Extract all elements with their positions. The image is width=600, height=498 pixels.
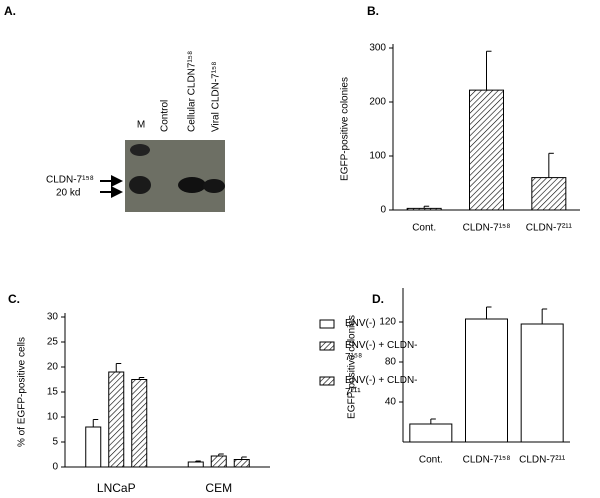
bar bbox=[409, 423, 453, 443]
x-tick-label: CLDN-7²¹¹ bbox=[519, 455, 566, 466]
panel-label: D. bbox=[372, 292, 384, 306]
y-tick-label: 5 bbox=[52, 437, 58, 448]
panel-label: B. bbox=[367, 4, 379, 18]
bar bbox=[469, 89, 504, 211]
legend-entry: ENV(-) + CLDN-7²¹¹ bbox=[345, 375, 418, 398]
bar bbox=[85, 426, 102, 468]
y-tick-label: 120 bbox=[379, 317, 396, 328]
bar bbox=[465, 318, 508, 443]
legend-swatch bbox=[319, 341, 335, 351]
x-tick-label: LNCaP bbox=[97, 481, 136, 495]
lane-label: Control bbox=[160, 100, 171, 132]
x-tick-label: CLDN-7¹⁵⁸ bbox=[463, 223, 511, 234]
x-tick-label: CLDN-7¹⁵⁸ bbox=[463, 455, 511, 466]
panel-label: A. bbox=[4, 4, 16, 18]
panel-label: C. bbox=[8, 292, 20, 306]
x-tick-label: CEM bbox=[205, 481, 232, 495]
bar bbox=[233, 459, 250, 468]
bar bbox=[210, 455, 227, 468]
y-tick-label: 80 bbox=[385, 357, 397, 368]
blot-band bbox=[129, 176, 151, 194]
bar bbox=[131, 379, 148, 468]
legend-entry: ENV(-) + CLDN-7¹⁵⁸ bbox=[345, 340, 418, 363]
y-tick-label: 0 bbox=[380, 205, 386, 216]
x-tick-label: Cont. bbox=[419, 455, 443, 466]
bar bbox=[520, 323, 564, 443]
blot-band bbox=[178, 177, 206, 193]
y-tick-label: 200 bbox=[369, 97, 386, 108]
y-tick-label: 0 bbox=[52, 462, 58, 473]
bar bbox=[406, 207, 442, 211]
lane-label: M bbox=[137, 120, 145, 131]
x-tick-label: Cont. bbox=[412, 223, 436, 234]
y-tick-label: 25 bbox=[47, 337, 59, 348]
y-tick-label: 300 bbox=[369, 43, 386, 54]
y-axis-label: % of EGFP-positive cells bbox=[17, 337, 28, 447]
y-tick-label: 15 bbox=[47, 387, 59, 398]
blot-band bbox=[203, 179, 225, 193]
legend-swatch bbox=[319, 376, 335, 386]
legend-entry: ENV(-) bbox=[345, 318, 376, 329]
y-tick-label: 10 bbox=[47, 412, 59, 423]
legend-swatch bbox=[319, 319, 335, 329]
y-tick-label: 20 bbox=[47, 362, 59, 373]
lane-label: Viral CLDN-7¹⁵⁸ bbox=[211, 62, 222, 132]
x-tick-label: CLDN-7²¹¹ bbox=[526, 223, 573, 234]
blot-band bbox=[130, 144, 150, 156]
bar bbox=[108, 371, 125, 468]
y-tick-label: 40 bbox=[385, 397, 397, 408]
y-tick-label: 100 bbox=[369, 151, 386, 162]
bar bbox=[187, 461, 204, 468]
lane-label: Cellular CLDN7¹⁵⁸ bbox=[187, 51, 198, 132]
y-axis-label: EGFP-positive colonies bbox=[340, 77, 351, 181]
y-axis-label: EGFP-positive colonies bbox=[347, 315, 358, 419]
y-tick-label: 30 bbox=[47, 312, 59, 323]
marker-label: 20 kd bbox=[56, 188, 80, 199]
bar bbox=[531, 177, 567, 211]
marker-label: CLDN-7¹⁵⁸ bbox=[46, 175, 94, 186]
